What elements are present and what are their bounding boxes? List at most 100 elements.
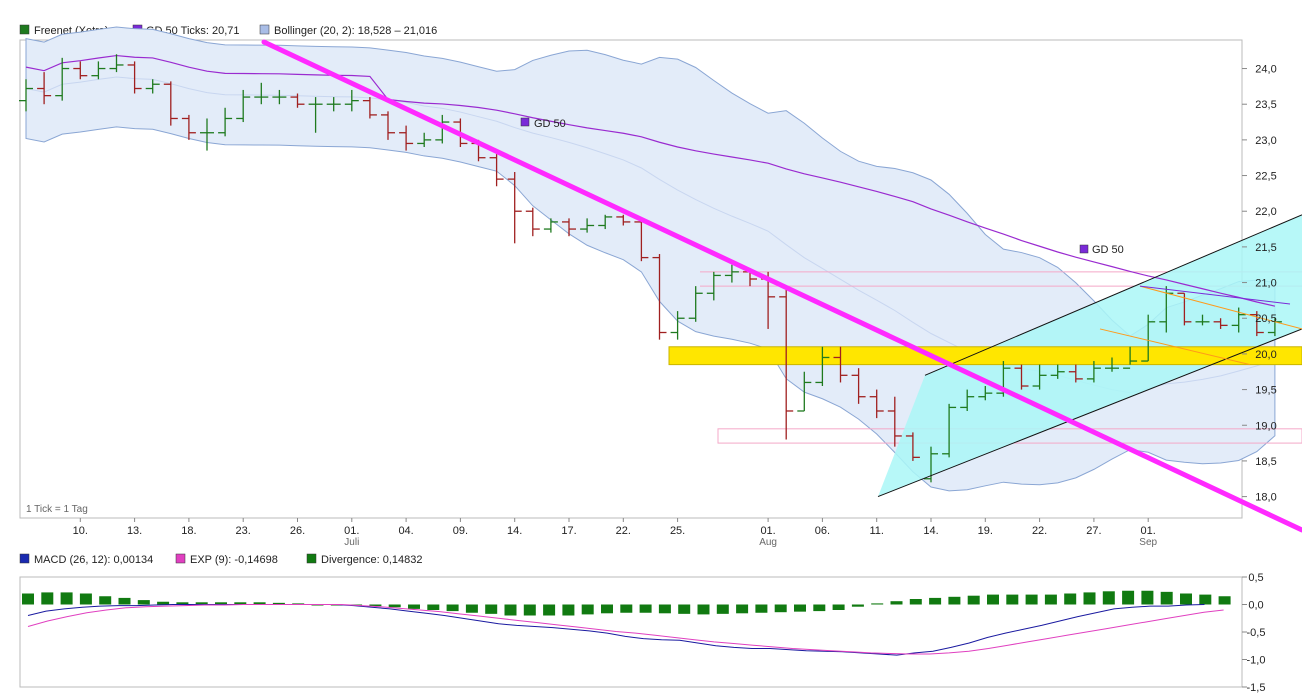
divergence-bar — [755, 604, 768, 613]
divergence-bar — [446, 604, 459, 612]
divergence-bar — [292, 603, 305, 605]
price-x-tick-label: 04. — [398, 525, 413, 537]
ohlc-bar — [797, 371, 812, 412]
ohlc-bar — [55, 57, 70, 101]
price-y-tick-label: 19,0 — [1255, 420, 1276, 432]
price-x-month-label: Juli — [344, 537, 359, 548]
annotations-front — [261, 39, 1302, 533]
macd-y-tick-label: -1,0 — [1247, 655, 1266, 667]
legend-swatch-macd — [19, 553, 30, 564]
divergence-bar — [1102, 591, 1115, 605]
divergence-bar — [22, 593, 34, 605]
price-x-tick-label: 23. — [236, 525, 251, 537]
ohlc-bar — [163, 81, 178, 126]
ohlc-bar — [254, 82, 269, 105]
macd-y-tick-label: 0,5 — [1248, 572, 1263, 584]
divergence-bar — [620, 604, 633, 613]
price-x-tick-label: 01. — [1141, 525, 1156, 537]
ohlc-bar — [960, 389, 975, 411]
macd-divergence-bars — [22, 590, 1231, 616]
price-y-tick-label: 23,0 — [1255, 135, 1276, 147]
divergence-bar — [60, 592, 73, 605]
gd50-marker-1 — [520, 117, 530, 127]
divergence-bar — [871, 603, 884, 605]
ohlc-bar — [779, 289, 794, 440]
divergence-bar — [79, 593, 92, 605]
divergence-bar — [736, 604, 749, 614]
ohlc-bar — [652, 254, 667, 340]
divergence-bar — [465, 604, 478, 613]
divergence-bar — [253, 602, 266, 605]
price-y-tick-label: 20,0 — [1255, 349, 1276, 361]
divergence-bar — [1006, 594, 1019, 605]
wedge-lower-line — [1099, 328, 1251, 366]
macd-y-tick-label: -1,5 — [1247, 682, 1266, 694]
channel-upper-line — [924, 214, 1302, 376]
ohlc-bar — [399, 125, 414, 151]
divergence-bar — [1141, 590, 1154, 605]
ohlc-bar — [381, 111, 395, 140]
ohlc-bar — [73, 61, 88, 80]
legend-label-divergence: Divergence: 0,14832 — [321, 554, 423, 566]
price-x-tick-label: 14. — [923, 525, 938, 537]
divergence-bar — [485, 604, 498, 614]
ohlc-bar — [1050, 364, 1065, 379]
exp-series-line — [27, 604, 1224, 655]
divergence-bar — [658, 604, 671, 614]
divergence-bar — [813, 604, 826, 612]
ohlc-bars — [19, 54, 1282, 483]
price-panel: 24,0 23,5 23,0 22,5 22,0 21,5 21,0 20,5 20,0 19,5… — [19, 26, 1302, 548]
ohlc-bar — [833, 346, 848, 383]
divergence-bar — [1083, 592, 1096, 605]
divergence-bar — [427, 604, 440, 610]
divergence-bar — [523, 604, 536, 616]
divergence-bar — [41, 592, 54, 605]
ohlc-bar — [19, 79, 33, 112]
divergence-bar — [1025, 594, 1038, 605]
ohlc-bar — [1249, 311, 1264, 337]
ohlc-bar — [851, 368, 866, 404]
divergence-bar — [697, 604, 710, 615]
price-y-tick-label: 18,0 — [1255, 492, 1276, 504]
divergence-bar — [1218, 596, 1231, 605]
divergence-bar — [137, 600, 150, 605]
legend-swatch-freenet — [19, 24, 30, 35]
price-x-tick-label: 18. — [181, 525, 196, 537]
ohlc-bar — [580, 218, 595, 233]
ohlc-bar — [905, 432, 920, 461]
divergence-bar — [716, 604, 729, 614]
divergence-bar — [157, 601, 170, 605]
price-y-tick-label: 23,5 — [1255, 99, 1276, 111]
ohlc-bar — [525, 207, 540, 237]
divergence-bar — [369, 604, 382, 607]
price-x-month-label: Sep — [1139, 537, 1157, 548]
price-y-tick-label: 24,0 — [1255, 64, 1276, 76]
price-x-tick-label: 22. — [616, 525, 631, 537]
price-x-tick-label: 25. — [670, 525, 685, 537]
downtrend-line — [261, 39, 1302, 533]
price-y-tick-label: 21,0 — [1255, 278, 1276, 290]
divergence-bar — [504, 604, 517, 616]
ohlc-bar — [362, 97, 377, 119]
ohlc-bar — [1105, 357, 1119, 372]
ohlc-bar — [1014, 364, 1029, 390]
ohlc-bar — [1177, 292, 1192, 326]
macd-y-axis: 0,5 0,0 -0,5 -1,0 -1,5 — [1242, 572, 1265, 694]
divergence-bar — [99, 596, 112, 605]
divergence-bar — [639, 604, 652, 613]
divergence-bar — [272, 602, 285, 605]
divergence-bar — [909, 599, 922, 605]
divergence-bar — [1122, 590, 1135, 605]
ohlc-bar — [91, 61, 106, 80]
divergence-bar — [774, 604, 787, 613]
legend-swatch-bollinger — [259, 24, 270, 35]
divergence-bar — [234, 602, 247, 605]
support-zone — [668, 346, 1302, 366]
legend-label-exp: EXP (9): -0,14698 — [190, 554, 278, 566]
divergence-bar — [832, 604, 845, 610]
price-x-tick-label: 14. — [507, 525, 522, 537]
ohlc-bar — [598, 214, 613, 230]
legend-swatch-divergence — [306, 553, 317, 564]
divergence-bar — [408, 604, 420, 609]
